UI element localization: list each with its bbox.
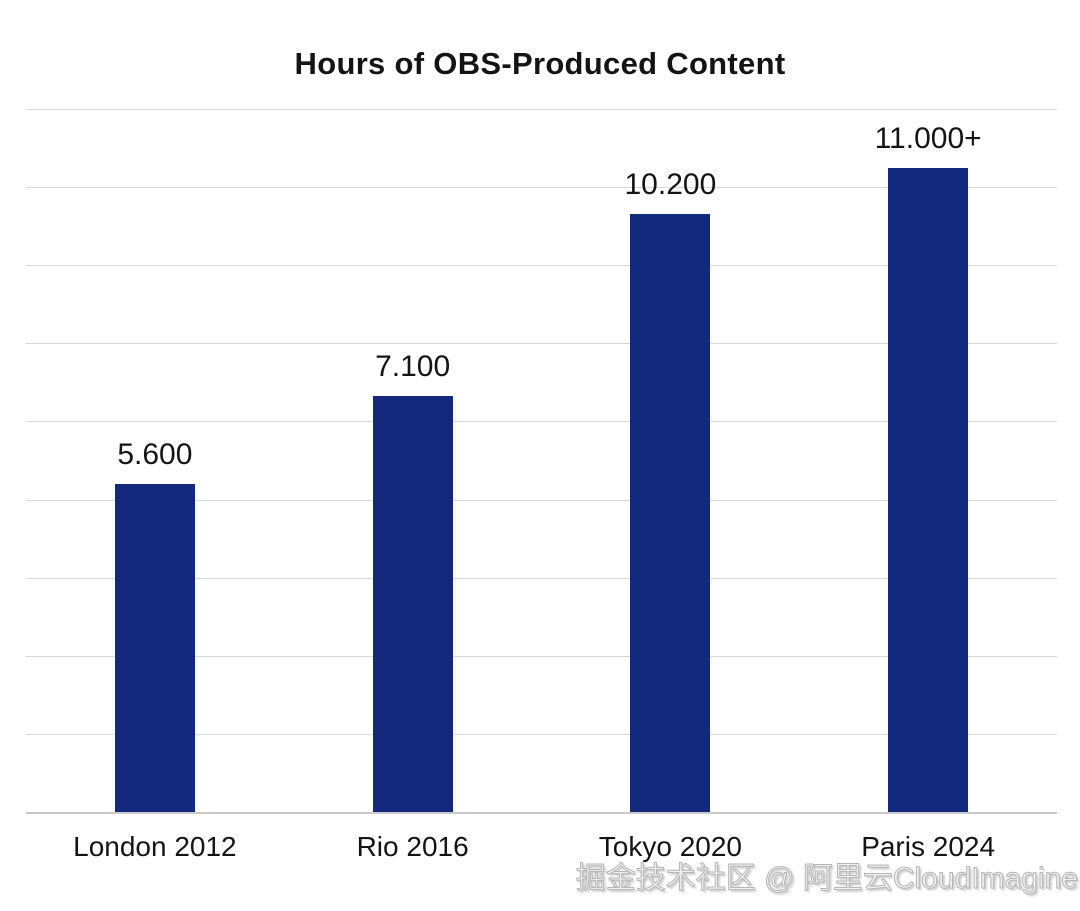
category-label-paris-2024: Paris 2024 [861, 831, 996, 862]
watermark: 掘金技术社区 @ 阿里云CloudImagine [575, 862, 1078, 896]
bar-paris-2024 [888, 167, 969, 812]
value-label-tokyo-2020: 10.200 [624, 168, 717, 202]
chart-title: Hours of OBS-Produced Content [294, 46, 786, 81]
bar-london-2012 [114, 483, 195, 812]
gridline [26, 265, 1057, 267]
gridline [26, 733, 1057, 735]
gridline [26, 655, 1057, 657]
category-label-rio-2016: Rio 2016 [356, 831, 469, 862]
gridline [26, 577, 1057, 579]
gridline [26, 421, 1057, 423]
bar-tokyo-2020 [630, 214, 711, 812]
gridline [26, 343, 1057, 345]
gridline [26, 187, 1057, 189]
gridline [26, 109, 1057, 110]
x-axis-line [26, 812, 1057, 814]
category-label-tokyo-2020: Tokyo 2020 [598, 831, 742, 862]
category-label-london-2012: London 2012 [73, 831, 237, 862]
bar-rio-2016 [372, 396, 453, 812]
value-label-rio-2016: 7.100 [375, 350, 451, 384]
value-label-paris-2024: 11.000+ [874, 121, 982, 155]
value-label-london-2012: 5.600 [117, 437, 193, 471]
gridline [26, 499, 1057, 501]
